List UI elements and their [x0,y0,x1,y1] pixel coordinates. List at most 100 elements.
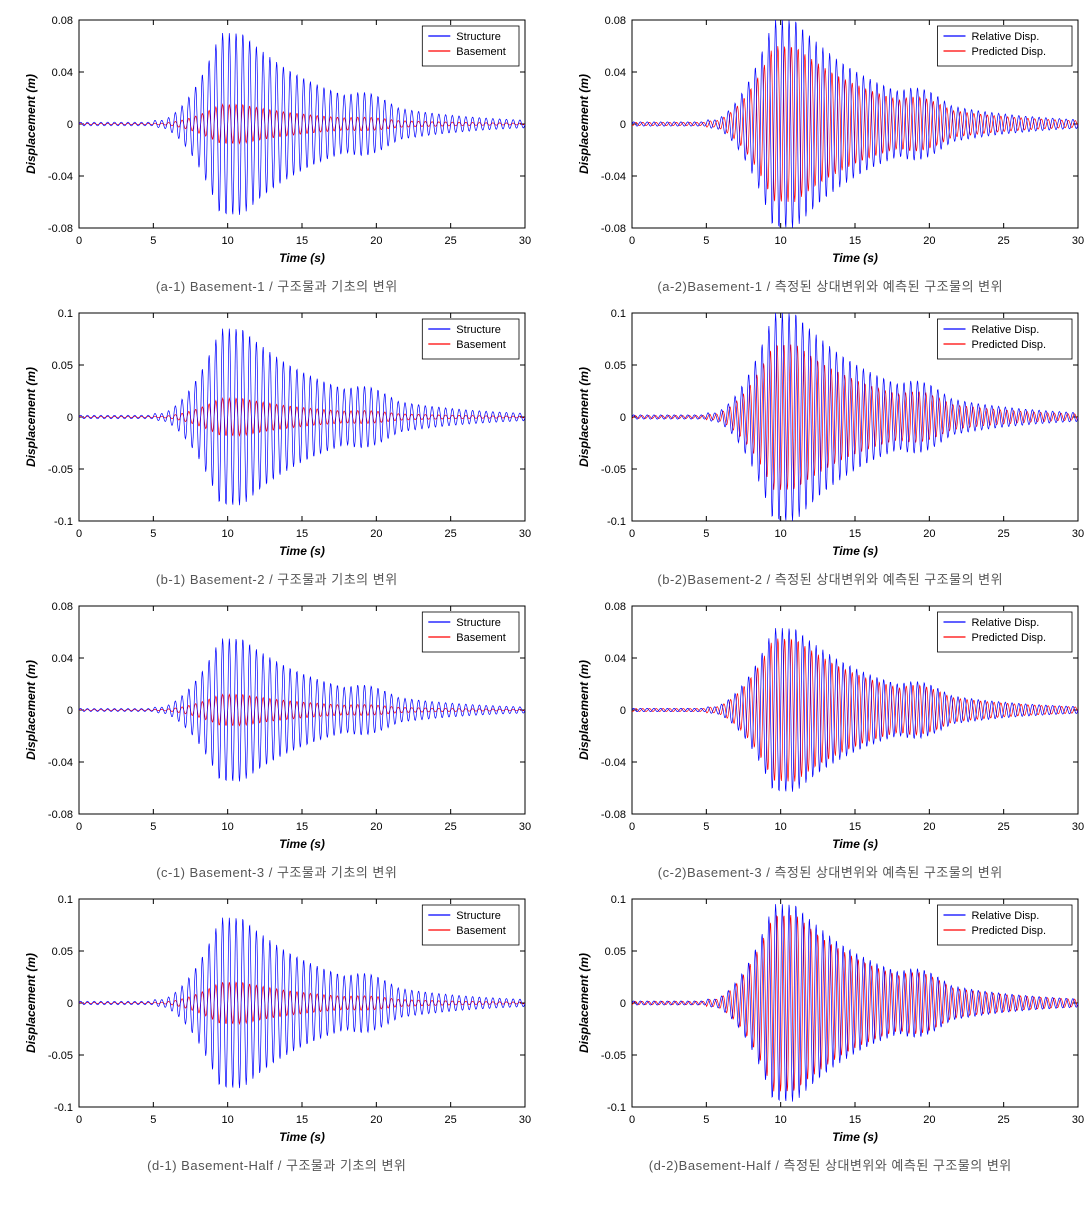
y-tick-label: -0.04 [601,757,626,769]
chart-caption: (b-2)Basement-2 / 측정된 상대변위와 예측된 구조물의 변위 [657,569,1003,588]
y-tick-label: 0 [620,412,626,424]
x-tick-label: 30 [1072,528,1084,540]
y-tick-label: 0.04 [51,653,72,665]
x-tick-label: 15 [849,821,861,833]
legend-label: Basement [456,46,506,58]
x-tick-label: 15 [296,528,308,540]
y-tick-label: 0.04 [605,653,626,665]
displacement-chart: 051015202530-0.1-0.0500.050.1Time (s)Dis… [570,889,1087,1149]
y-tick-label: 0.08 [51,601,72,613]
x-tick-label: 25 [998,528,1010,540]
x-tick-label: 20 [923,235,935,247]
x-tick-label: 10 [775,821,787,833]
chart-cell: 051015202530-0.08-0.0400.040.08Time (s)D… [564,10,1087,295]
y-axis-label: Displacement (m) [577,953,591,1053]
y-tick-label: -0.08 [48,223,73,235]
y-tick-label: -0.04 [601,171,626,183]
chart-caption: (c-2)Basement-3 / 측정된 상대변위와 예측된 구조물의 변위 [658,862,1003,881]
x-tick-label: 20 [370,235,382,247]
y-tick-label: 0 [620,705,626,717]
displacement-chart: 051015202530-0.1-0.0500.050.1Time (s)Dis… [570,303,1087,563]
x-tick-label: 10 [775,235,787,247]
x-tick-label: 15 [296,821,308,833]
x-axis-label: Time (s) [279,251,325,265]
y-tick-label: -0.04 [48,171,73,183]
x-tick-label: 10 [221,235,233,247]
chart-caption: (b-1) Basement-2 / 구조물과 기초의 변위 [156,569,398,588]
chart-cell: 051015202530-0.1-0.0500.050.1Time (s)Dis… [564,889,1087,1174]
y-tick-label: -0.1 [607,516,626,528]
legend-label: Structure [456,324,501,336]
x-tick-label: 15 [296,1114,308,1126]
chart-caption: (c-1) Basement-3 / 구조물과 기초의 변위 [156,862,397,881]
legend-label: Basement [456,632,506,644]
x-axis-label: Time (s) [832,544,878,558]
x-tick-label: 20 [923,1114,935,1126]
x-tick-label: 0 [76,528,82,540]
y-axis-label: Displacement (m) [577,367,591,467]
legend-label: Predicted Disp. [972,925,1047,937]
x-tick-label: 5 [704,528,710,540]
x-tick-label: 5 [150,235,156,247]
y-tick-label: 0.05 [51,360,72,372]
y-axis-label: Displacement (m) [24,367,38,467]
displacement-chart: 051015202530-0.08-0.0400.040.08Time (s)D… [570,596,1087,856]
x-tick-label: 15 [296,235,308,247]
x-tick-label: 0 [76,235,82,247]
x-tick-label: 5 [150,821,156,833]
chart-grid: 0 5 10 15 20 25 30 -0.08 -0.04 0 0.04 0.08 Time (s) D… [10,10,1087,1174]
chart-caption: (d-2)Basement-Half / 측정된 상대변위와 예측된 구조물의 … [649,1155,1012,1174]
x-tick-label: 0 [76,1114,82,1126]
y-tick-label: -0.08 [601,223,626,235]
x-tick-label: 5 [150,528,156,540]
x-axis-label: Time (s) [279,837,325,851]
y-tick-label: 0.1 [611,894,626,906]
x-tick-label: 5 [704,1114,710,1126]
x-tick-label: 30 [1072,1114,1084,1126]
x-tick-label: 10 [221,528,233,540]
y-tick-label: 0.05 [605,946,626,958]
chart-caption: (a-1) Basement-1 / 구조물과 기초의 변위 [156,276,398,295]
y-tick-label: 0.04 [51,67,72,79]
y-tick-label: -0.04 [48,757,73,769]
chart-cell: 051015202530-0.08-0.0400.040.08Time (s)D… [564,596,1087,881]
chart-cell: 051015202530-0.08-0.0400.040.08Time (s)D… [10,10,544,295]
x-tick-label: 0 [629,1114,635,1126]
x-tick-label: 5 [704,235,710,247]
displacement-chart: 051015202530-0.08-0.0400.040.08Time (s)D… [17,596,537,856]
x-tick-label: 5 [150,1114,156,1126]
y-axis-label: Displacement (m) [24,953,38,1053]
chart-cell: 051015202530-0.08-0.0400.040.08Time (s)D… [10,596,544,881]
x-tick-label: 20 [370,821,382,833]
legend-label: Predicted Disp. [972,339,1047,351]
x-tick-label: 0 [629,821,635,833]
legend-label: Basement [456,925,506,937]
y-tick-label: 0.1 [611,308,626,320]
y-tick-label: 0.1 [57,894,72,906]
y-tick-label: 0 [67,705,73,717]
y-tick-label: 0 [67,998,73,1010]
y-tick-label: 0.04 [605,67,626,79]
y-tick-label: 0.05 [605,360,626,372]
x-tick-label: 10 [221,821,233,833]
y-tick-label: -0.05 [601,464,626,476]
x-tick-label: 10 [221,1114,233,1126]
y-tick-label: 0.08 [51,15,72,27]
legend-label: Relative Disp. [972,324,1040,336]
legend-label: Basement [456,339,506,351]
chart-cell: 051015202530-0.1-0.0500.050.1Time (s)Dis… [10,303,544,588]
x-axis-label: Time (s) [832,837,878,851]
x-axis-label: Time (s) [832,251,878,265]
x-tick-label: 0 [629,528,635,540]
y-tick-label: 0 [620,119,626,131]
x-tick-label: 25 [444,528,456,540]
y-axis-label: Displacement (m) [24,660,38,760]
x-tick-label: 30 [519,821,531,833]
displacement-chart: 051015202530-0.1-0.0500.050.1Time (s)Dis… [17,303,537,563]
chart-cell: 051015202530-0.1-0.0500.050.1Time (s)Dis… [564,303,1087,588]
y-tick-label: -0.08 [601,809,626,821]
legend-label: Predicted Disp. [972,46,1047,58]
y-axis-label: Displacement (m) [577,74,591,174]
y-tick-label: -0.1 [54,1102,73,1114]
x-tick-label: 30 [519,1114,531,1126]
